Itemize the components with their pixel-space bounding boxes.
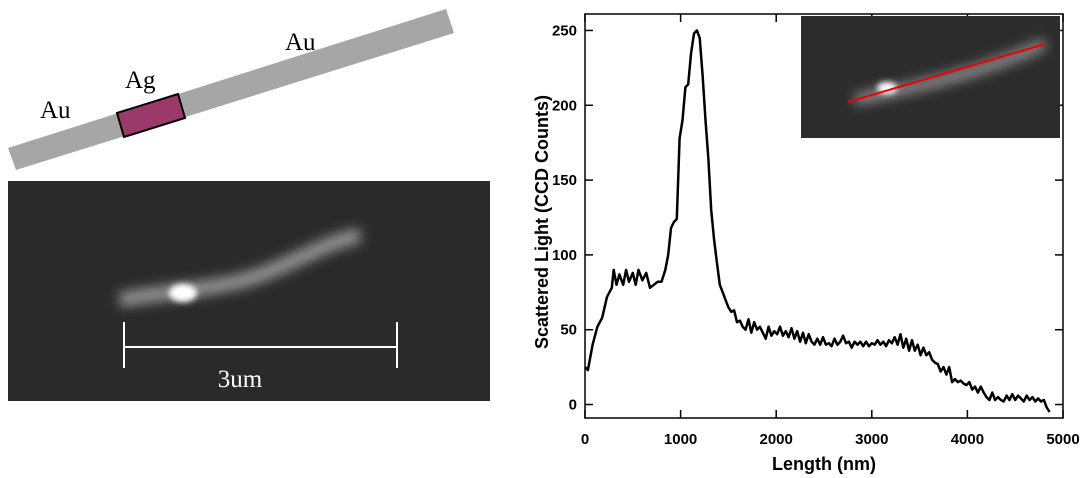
hot-spot — [169, 284, 197, 302]
data-line — [584, 29, 1051, 413]
y-tick-label: 50 — [560, 322, 577, 339]
y-tick-label: 200 — [552, 97, 577, 114]
y-tick-label: 250 — [552, 22, 577, 39]
rod-glow — [118, 228, 362, 307]
x-tick-label: 4000 — [951, 431, 984, 448]
x-axis-title: Length (nm) — [772, 454, 876, 474]
y-tick-label: 0 — [569, 397, 577, 414]
image-background — [8, 181, 490, 401]
x-tick-label: 0 — [581, 431, 589, 448]
ag-segment — [115, 92, 187, 139]
x-tick-label: 5000 — [1046, 431, 1079, 448]
profile-line — [847, 43, 1046, 103]
plot-frame — [584, 13, 1064, 419]
y-axis-title: Scattered Light (CCD Counts) — [532, 95, 552, 349]
micrograph: 3um — [8, 181, 490, 401]
scale-label: 3um — [218, 366, 263, 393]
inset-image — [801, 16, 1060, 138]
y-tick-label: 150 — [552, 172, 577, 189]
label-au: Au — [40, 97, 71, 124]
y-tick-label: 100 — [552, 247, 577, 264]
rod — [8, 9, 454, 170]
x-tick-label: 1000 — [664, 431, 697, 448]
x-tick-label: 2000 — [760, 431, 793, 448]
label-ag: Ag — [125, 67, 156, 94]
scale-bar — [123, 322, 398, 368]
x-tick-label: 3000 — [855, 431, 888, 448]
label-au: Au — [285, 29, 316, 56]
rod-diagram: Au Ag Au — [8, 9, 454, 170]
